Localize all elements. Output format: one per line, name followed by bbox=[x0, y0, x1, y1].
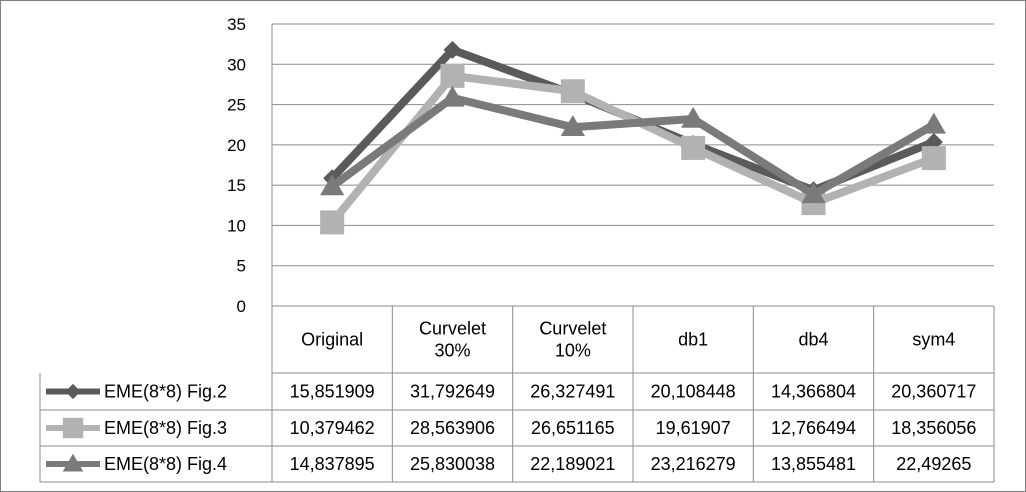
data-point bbox=[921, 112, 946, 134]
series-3 bbox=[320, 85, 946, 204]
y-tick-label: 20 bbox=[227, 136, 246, 155]
table-cell-value: 22,49265 bbox=[896, 454, 971, 474]
data-point bbox=[320, 174, 345, 196]
table-cell-value: 18,356056 bbox=[891, 418, 976, 438]
x-category-label: sym4 bbox=[912, 330, 955, 350]
y-tick-label: 0 bbox=[237, 297, 246, 316]
table-cell-value: 22,189021 bbox=[530, 454, 615, 474]
y-tick-label: 30 bbox=[227, 55, 246, 74]
data-point bbox=[443, 40, 462, 59]
table-cell-value: 15,851909 bbox=[290, 382, 375, 402]
table-cell-value: 20,108448 bbox=[651, 382, 736, 402]
legend-label: EME(8*8) Fig.3 bbox=[104, 418, 227, 438]
data-point bbox=[921, 146, 946, 171]
y-tick-label: 25 bbox=[227, 96, 246, 115]
legend-key-marker bbox=[62, 417, 84, 439]
legend-label: EME(8*8) Fig.2 bbox=[104, 382, 227, 402]
data-point bbox=[440, 85, 465, 107]
data-point bbox=[681, 106, 706, 128]
table-cell-value: 26,651165 bbox=[531, 418, 615, 438]
data-point bbox=[440, 63, 465, 88]
table-cell-value: 25,830038 bbox=[410, 454, 495, 474]
table-cell-value: 12,766494 bbox=[771, 418, 856, 438]
y-axis-tick-labels: 0 5 10 15 20 25 30 35 bbox=[227, 15, 246, 316]
series-layer bbox=[320, 40, 946, 235]
legend-key-marker bbox=[62, 453, 84, 472]
x-category-label: 10% bbox=[555, 341, 591, 361]
table-cell-value: 26,327491 bbox=[530, 382, 615, 402]
table-cell-value: 20,360717 bbox=[891, 382, 976, 402]
x-category-label: 30% bbox=[434, 341, 470, 361]
table-cell-value: 14,837895 bbox=[290, 454, 375, 474]
data-point bbox=[320, 210, 345, 235]
table-cell-value: 13,855481 bbox=[771, 454, 856, 474]
data-point bbox=[560, 115, 585, 137]
data-point bbox=[560, 79, 585, 104]
legend-entry: EME(8*8) Fig.4 bbox=[46, 453, 227, 474]
data-point bbox=[681, 135, 706, 160]
data-point bbox=[801, 182, 826, 204]
legend-entry: EME(8*8) Fig.3 bbox=[46, 417, 227, 439]
table-cell-value: 23,216279 bbox=[651, 454, 736, 474]
x-category-label: Curvelet bbox=[539, 319, 606, 339]
x-category-label: db1 bbox=[678, 330, 708, 350]
table-cell-value: 28,563906 bbox=[410, 418, 495, 438]
y-tick-label: 10 bbox=[227, 216, 246, 235]
y-tick-label: 15 bbox=[227, 176, 246, 195]
x-category-label: db4 bbox=[798, 330, 828, 350]
table-cell-value: 14,366804 bbox=[771, 382, 856, 402]
table-cell-value: 10,379462 bbox=[290, 418, 375, 438]
y-tick-label: 5 bbox=[237, 257, 246, 276]
legend-label: EME(8*8) Fig.4 bbox=[104, 454, 227, 474]
legend-key-marker bbox=[65, 383, 81, 400]
y-tick-label: 35 bbox=[227, 15, 246, 34]
table-cell-value: 19,61907 bbox=[656, 418, 731, 438]
table-cell-value: 31,792649 bbox=[410, 382, 495, 402]
x-category-label: Curvelet bbox=[419, 319, 486, 339]
x-category-label: Original bbox=[301, 330, 363, 350]
legend-entry: EME(8*8) Fig.2 bbox=[46, 382, 227, 402]
series-line bbox=[328, 93, 938, 199]
